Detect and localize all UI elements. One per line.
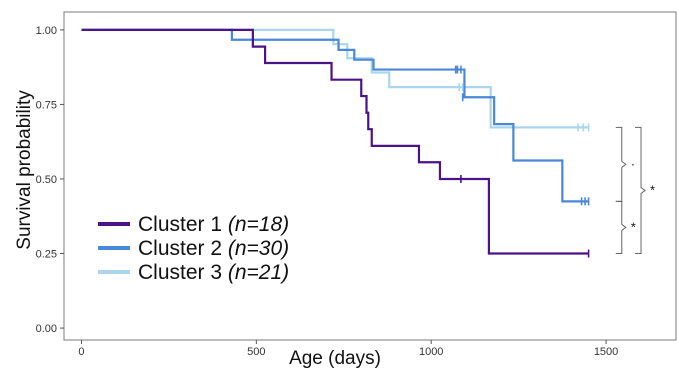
y-tick-label: 1.00 (36, 25, 57, 37)
x-tick-label: 1000 (419, 346, 443, 358)
y-tick-label: 0.75 (36, 99, 57, 111)
bracket-cluster-1-vs-3 (635, 126, 646, 255)
x-axis-title: Age (days) (289, 348, 381, 368)
series-line-cluster-1 (81, 28, 589, 255)
x-tick-label: 1500 (594, 346, 618, 358)
legend-series-name: Cluster 2 (138, 237, 228, 260)
survival-curves (81, 28, 589, 255)
legend-label-cluster-3: Cluster 3 (n=21) (138, 261, 289, 284)
x-tick-label: 0 (78, 346, 84, 358)
y-tick-label: 0.25 (36, 249, 57, 261)
plot-panel (63, 11, 677, 341)
legend: Cluster 1 (n=18)Cluster 2 (n=30)Cluster … (98, 213, 289, 284)
series-line-cluster-3 (81, 28, 589, 129)
legend-label-cluster-2: Cluster 2 (n=30) (138, 237, 289, 260)
censor-marks (454, 65, 590, 258)
y-tick-label: 0.00 (36, 323, 57, 335)
legend-label-cluster-1: Cluster 1 (n=18) (138, 213, 289, 236)
x-axis: 0 500 1000 1500 (78, 340, 618, 358)
significance-brackets: · * * (615, 126, 655, 255)
legend-series-name: Cluster 1 (138, 213, 228, 236)
x-tick-label: 500 (247, 346, 265, 358)
legend-series-n: (n=21) (228, 261, 289, 284)
legend-series-name: Cluster 3 (138, 261, 228, 284)
bracket-cluster-1-vs-2 (615, 200, 627, 255)
y-tick-label: 0.50 (36, 174, 57, 186)
y-axis-title: Survival probability (14, 90, 35, 250)
y-axis: 0.00 0.25 0.50 0.75 1.00 (36, 25, 64, 335)
legend-series-n: (n=30) (228, 237, 289, 260)
series-line-cluster-2 (81, 28, 589, 203)
bracket-cluster-1-vs-2-label: * (631, 219, 636, 234)
bracket-cluster-2-vs-3-label: · (631, 156, 635, 171)
legend-series-n: (n=18) (228, 213, 289, 236)
bracket-cluster-1-vs-3-label: * (650, 182, 655, 197)
